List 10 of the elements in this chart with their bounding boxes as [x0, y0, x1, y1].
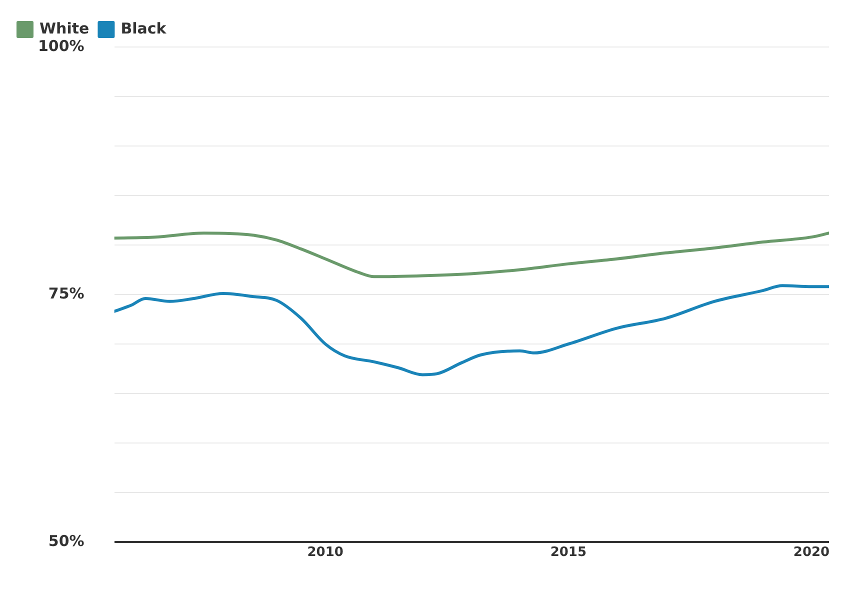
- y-tick-label: 75%: [48, 284, 84, 302]
- legend-label: White: [40, 19, 90, 38]
- y-tick-label: 100%: [38, 36, 84, 55]
- line-series: [114, 232, 829, 278]
- y-tick-label: 50%: [48, 532, 84, 550]
- x-tick-label: 2010: [307, 545, 344, 560]
- x-tick-label: 2020: [793, 545, 830, 560]
- legend-label: Black: [120, 19, 168, 38]
- x-tick-label: 2015: [550, 545, 587, 560]
- line-series: [114, 284, 829, 376]
